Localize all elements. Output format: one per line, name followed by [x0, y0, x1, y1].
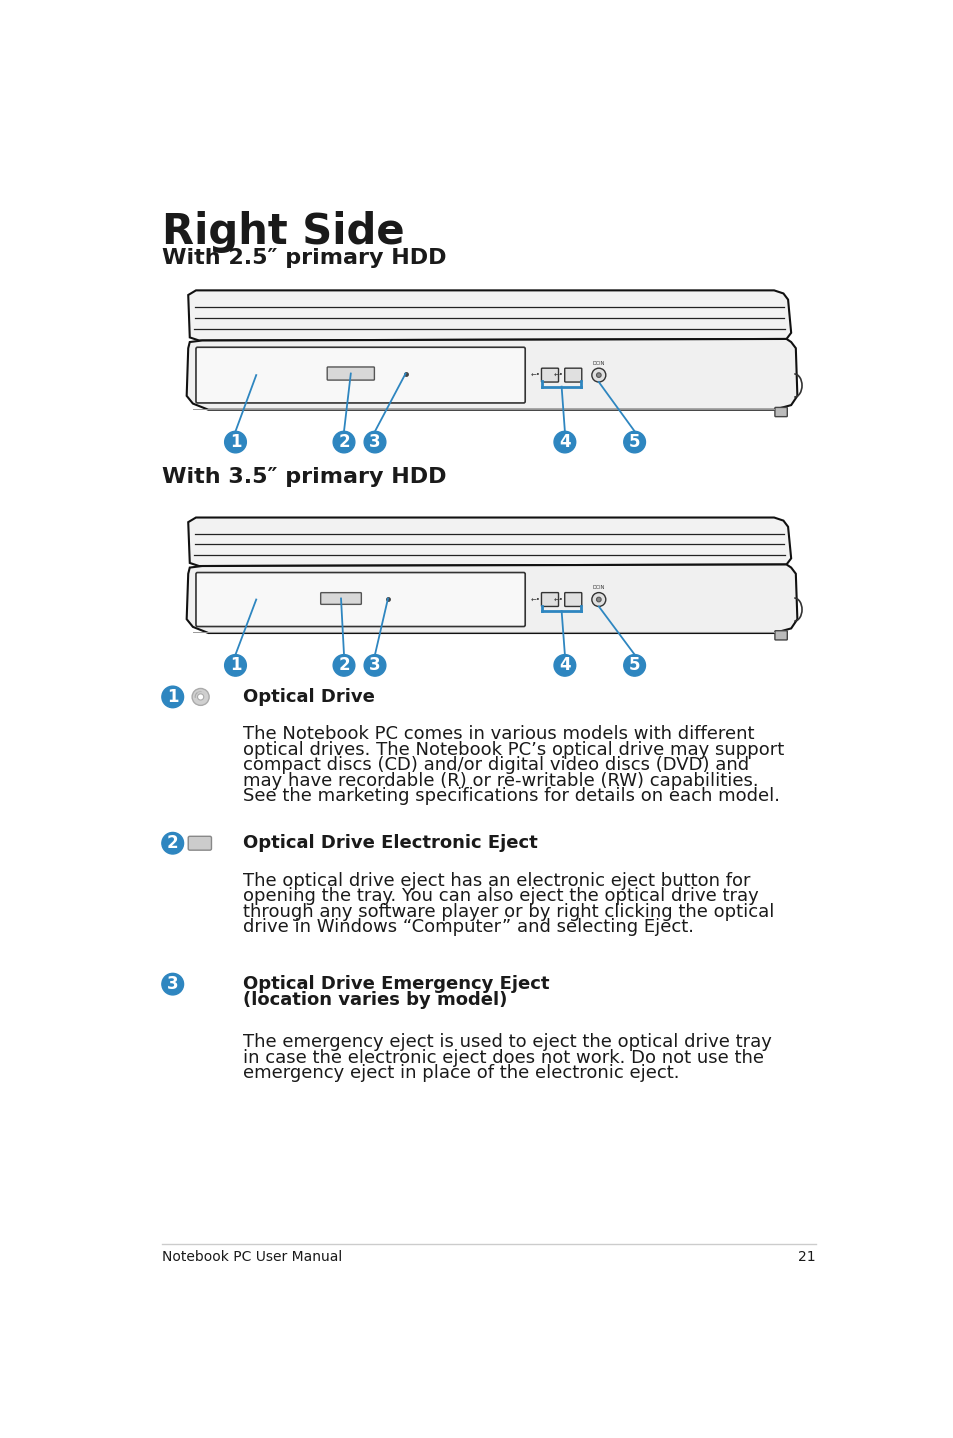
- Circle shape: [591, 368, 605, 383]
- Text: 1: 1: [167, 687, 178, 706]
- FancyBboxPatch shape: [564, 368, 581, 383]
- Circle shape: [333, 654, 355, 676]
- Text: 2: 2: [337, 656, 350, 674]
- Text: 2: 2: [337, 433, 350, 452]
- Circle shape: [596, 597, 600, 603]
- Circle shape: [364, 654, 385, 676]
- Text: 3: 3: [369, 656, 380, 674]
- Text: With 2.5″ primary HDD: With 2.5″ primary HDD: [162, 247, 446, 267]
- FancyBboxPatch shape: [564, 592, 581, 607]
- Text: The optical drive eject has an electronic eject button for: The optical drive eject has an electroni…: [243, 871, 750, 890]
- Text: (location varies by model): (location varies by model): [243, 991, 507, 1008]
- Circle shape: [192, 689, 209, 706]
- FancyBboxPatch shape: [320, 592, 361, 604]
- Text: See the marketing specifications for details on each model.: See the marketing specifications for det…: [243, 787, 780, 805]
- Text: 5: 5: [628, 433, 639, 452]
- Text: ←•: ←•: [530, 372, 539, 378]
- Text: 4: 4: [558, 656, 570, 674]
- Text: DCIN: DCIN: [592, 361, 604, 365]
- Circle shape: [162, 974, 183, 995]
- Text: 3: 3: [369, 433, 380, 452]
- FancyBboxPatch shape: [195, 572, 525, 627]
- Text: compact discs (CD) and/or digital video discs (DVD) and: compact discs (CD) and/or digital video …: [243, 756, 749, 774]
- Circle shape: [333, 431, 355, 453]
- FancyBboxPatch shape: [188, 837, 212, 850]
- Text: 1: 1: [230, 656, 241, 674]
- Circle shape: [224, 654, 246, 676]
- Text: Optical Drive Electronic Eject: Optical Drive Electronic Eject: [243, 834, 537, 853]
- Circle shape: [554, 431, 575, 453]
- Text: 2: 2: [167, 834, 178, 853]
- Text: Notebook PC User Manual: Notebook PC User Manual: [162, 1250, 342, 1264]
- Text: in case the electronic eject does not work. Do not use the: in case the electronic eject does not wo…: [243, 1048, 763, 1067]
- Text: may have recordable (R) or re-writable (RW) capabilities.: may have recordable (R) or re-writable (…: [243, 772, 758, 789]
- Text: 3: 3: [167, 975, 178, 994]
- Circle shape: [197, 695, 204, 700]
- Circle shape: [623, 431, 645, 453]
- Circle shape: [591, 592, 605, 607]
- Polygon shape: [188, 290, 790, 341]
- Text: DCIN: DCIN: [592, 585, 604, 590]
- Text: 5: 5: [628, 656, 639, 674]
- Text: 4: 4: [558, 433, 570, 452]
- Circle shape: [623, 654, 645, 676]
- Polygon shape: [188, 518, 790, 567]
- FancyBboxPatch shape: [195, 347, 525, 403]
- Text: through any software player or by right clicking the optical: through any software player or by right …: [243, 903, 774, 920]
- Text: Optical Drive Emergency Eject: Optical Drive Emergency Eject: [243, 975, 549, 994]
- Text: With 3.5″ primary HDD: With 3.5″ primary HDD: [162, 467, 446, 487]
- FancyBboxPatch shape: [327, 367, 374, 380]
- Circle shape: [596, 372, 600, 377]
- Text: ←•: ←•: [553, 597, 563, 603]
- Circle shape: [162, 833, 183, 854]
- Text: Optical Drive: Optical Drive: [243, 687, 375, 706]
- Text: ←•: ←•: [553, 372, 563, 378]
- Text: drive in Windows “Computer” and selecting Eject.: drive in Windows “Computer” and selectin…: [243, 917, 694, 936]
- Circle shape: [224, 431, 246, 453]
- Text: The Notebook PC comes in various models with different: The Notebook PC comes in various models …: [243, 725, 754, 743]
- Circle shape: [554, 654, 575, 676]
- Text: opening the tray. You can also eject the optical drive tray: opening the tray. You can also eject the…: [243, 887, 759, 905]
- Text: optical drives. The Notebook PC’s optical drive may support: optical drives. The Notebook PC’s optica…: [243, 741, 783, 759]
- Text: emergency eject in place of the electronic eject.: emergency eject in place of the electron…: [243, 1064, 679, 1083]
- Polygon shape: [187, 339, 797, 410]
- FancyBboxPatch shape: [541, 592, 558, 607]
- Polygon shape: [187, 565, 797, 633]
- FancyBboxPatch shape: [774, 631, 786, 640]
- Circle shape: [162, 686, 183, 707]
- Text: The emergency eject is used to eject the optical drive tray: The emergency eject is used to eject the…: [243, 1034, 771, 1051]
- Text: 21: 21: [798, 1250, 815, 1264]
- Text: Right Side: Right Side: [162, 211, 404, 253]
- FancyBboxPatch shape: [774, 407, 786, 417]
- Text: ←•: ←•: [530, 597, 539, 603]
- Circle shape: [364, 431, 385, 453]
- FancyBboxPatch shape: [541, 368, 558, 383]
- Text: 1: 1: [230, 433, 241, 452]
